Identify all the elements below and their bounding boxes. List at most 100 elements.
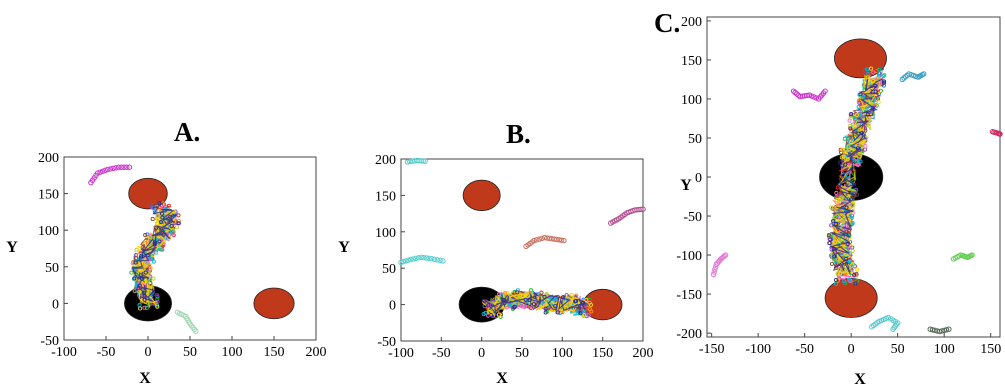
bundle-bead [842, 280, 847, 285]
bundle-bead [157, 201, 162, 206]
free-strand [608, 206, 646, 226]
strand-bead [908, 72, 914, 78]
bundle-bead [842, 278, 847, 284]
bundle-bead [847, 259, 852, 264]
bundle-bead [837, 182, 842, 187]
y-tick-label: -100 [676, 249, 702, 264]
bundle-bead [481, 298, 487, 303]
x-tick-label: -50 [432, 346, 451, 361]
bundle-bead [842, 269, 847, 274]
bundle-bead [155, 221, 160, 226]
bundle-bead [505, 290, 510, 295]
strand-bead [890, 326, 896, 332]
bundle-bead [865, 112, 870, 117]
bundle-bead [160, 247, 165, 252]
bundle-bead [155, 297, 160, 302]
bundle-bead [483, 310, 488, 315]
free-strand [790, 88, 828, 102]
bundle-bead [841, 186, 846, 191]
free-strand [868, 314, 901, 332]
y-tick-label: -200 [676, 327, 702, 342]
bundle-bead [589, 309, 594, 314]
free-strand [927, 326, 952, 335]
strand-bead [932, 327, 938, 334]
strand-bead [426, 255, 432, 262]
strand-bead [638, 206, 644, 213]
bundle-bead [844, 205, 849, 210]
bundle-chain [830, 74, 881, 274]
bundle-bead [853, 281, 858, 286]
x-tick-label: 150 [592, 346, 613, 361]
x-tick-label: 0 [478, 346, 485, 361]
bundle-bead [154, 225, 159, 230]
red-sphere-bottom [824, 278, 878, 318]
bundle-bead [848, 126, 853, 131]
strand-bead [94, 170, 101, 176]
bundle-bead [133, 260, 138, 265]
bundle-bead [871, 79, 876, 84]
strand-bead [558, 237, 565, 243]
bundle-bead [873, 89, 878, 94]
bundle-bead [144, 305, 149, 311]
strand-bead [722, 252, 729, 258]
x-axis-label: X [139, 370, 151, 387]
strand-bead [99, 168, 106, 174]
bundle-bead [524, 291, 529, 296]
strand-bead [551, 236, 557, 242]
bundle-bead [845, 156, 851, 162]
bundle-bead [838, 271, 843, 276]
bundle-bead [578, 311, 583, 316]
strand-bead [710, 271, 717, 278]
bundle-bead [543, 306, 548, 311]
strand-bead [121, 164, 127, 170]
free-strand [899, 71, 927, 83]
strand-bead [110, 165, 116, 172]
bundle-bead [832, 254, 837, 259]
bundle-bead [560, 295, 566, 300]
bundle-bead [838, 147, 843, 152]
y-tick-label: 0 [695, 171, 702, 186]
bundle-bead [829, 205, 834, 210]
strand-bead [536, 236, 543, 242]
bundle-bead [157, 239, 162, 244]
strand-bead [546, 235, 553, 242]
bundle-bead [845, 241, 850, 247]
x-tick-label: 150 [980, 342, 1001, 357]
bundle-bead [169, 225, 174, 230]
strand-bead [822, 88, 828, 94]
bundle-bead [835, 198, 840, 203]
bundle-bead [858, 92, 863, 97]
bundle-bead [520, 293, 525, 299]
bundle-bead [855, 267, 860, 272]
strand-bead [437, 257, 443, 264]
bundle-bead [837, 267, 842, 272]
bundle-bead [873, 83, 878, 88]
strand-bead [405, 257, 411, 263]
strand-bead [407, 158, 413, 165]
panel-b: B. -100 -50 0 50 100 150 200 -50 0 50 100 150 200 X Y [330, 0, 660, 387]
bundle-bead [531, 302, 536, 307]
bundle-bead [498, 312, 504, 317]
bundle-bead [831, 219, 836, 224]
bundle-bead [827, 233, 832, 238]
strand-bead [553, 236, 560, 243]
strand-bead [431, 256, 438, 262]
bundle-bead [523, 297, 528, 302]
free-strand [88, 164, 133, 186]
bundle-bead [833, 277, 839, 283]
strand-bead [910, 72, 917, 79]
bundle-bead [835, 185, 840, 190]
strand-bead [118, 164, 125, 170]
free-strand [950, 252, 975, 262]
bundle-bead [134, 247, 139, 252]
bundle-bead [486, 313, 491, 318]
strand-bead [531, 237, 537, 244]
bundle-bead [569, 292, 574, 297]
bundle-bead [152, 242, 157, 247]
strand-bead [407, 256, 414, 263]
bundle-bead [137, 283, 142, 288]
strand-bead [549, 236, 555, 242]
bundle-bead [848, 115, 853, 120]
bundle-bead [543, 310, 548, 315]
